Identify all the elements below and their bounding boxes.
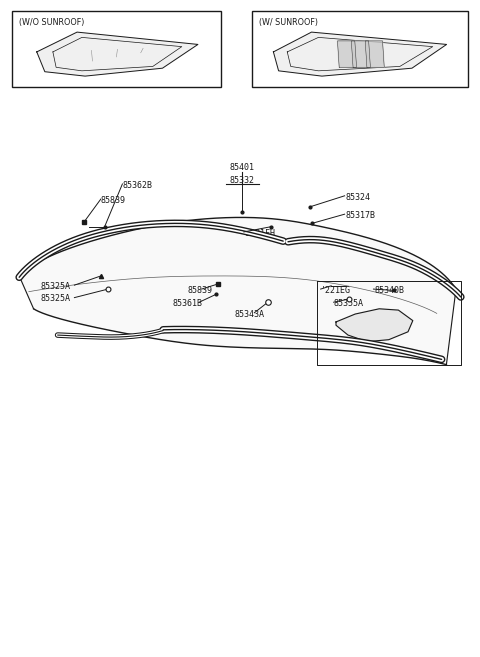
- Text: 85325A: 85325A: [41, 282, 71, 291]
- Text: 85317B: 85317B: [346, 211, 375, 220]
- Polygon shape: [19, 217, 456, 365]
- Text: 85839: 85839: [101, 196, 126, 205]
- Polygon shape: [37, 32, 198, 76]
- Text: (W/ SUNROOF): (W/ SUNROOF): [259, 18, 318, 27]
- Polygon shape: [336, 309, 413, 342]
- Polygon shape: [274, 32, 446, 76]
- Text: 85340B: 85340B: [374, 286, 404, 295]
- Bar: [12, 11, 221, 87]
- Polygon shape: [337, 41, 357, 67]
- Text: 85839: 85839: [187, 286, 212, 295]
- Text: 85332: 85332: [230, 175, 255, 185]
- Text: 85355A: 85355A: [334, 299, 364, 308]
- Text: 85401: 85401: [230, 163, 255, 172]
- Text: 1231FH: 1231FH: [245, 229, 275, 238]
- Text: '221EG: '221EG: [321, 286, 350, 295]
- Text: 85325A: 85325A: [41, 294, 71, 304]
- Text: (W/O SUNROOF): (W/O SUNROOF): [19, 18, 84, 27]
- Text: 85361B: 85361B: [172, 299, 202, 308]
- Text: 85324: 85324: [346, 193, 371, 202]
- Polygon shape: [365, 41, 384, 67]
- Bar: [252, 11, 468, 87]
- Text: 85343A: 85343A: [235, 309, 264, 319]
- Text: 85362B: 85362B: [122, 181, 153, 190]
- Polygon shape: [351, 41, 371, 67]
